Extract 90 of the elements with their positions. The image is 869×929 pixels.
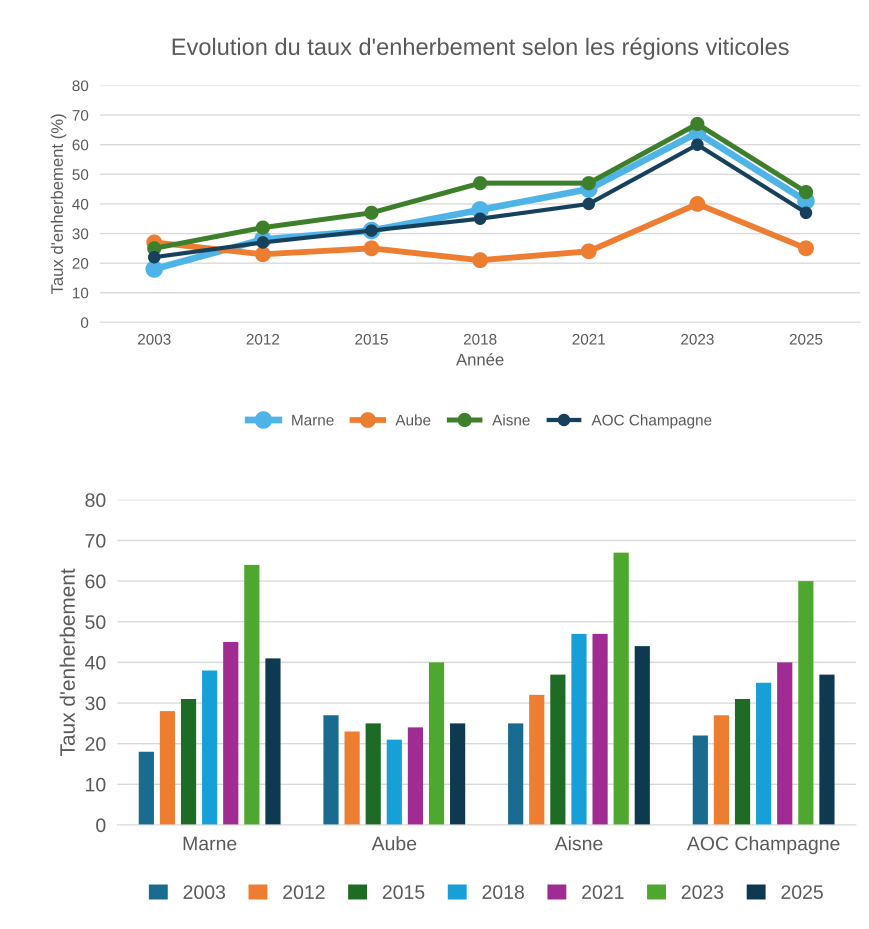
bar bbox=[202, 670, 218, 825]
y-tick-label: 0 bbox=[96, 818, 106, 832]
x-tick-label: 2021 bbox=[572, 334, 605, 345]
y-tick-label: 10 bbox=[86, 778, 106, 792]
bar bbox=[223, 642, 238, 825]
point bbox=[364, 206, 379, 220]
y-tick-label: 80 bbox=[72, 80, 88, 92]
bar bbox=[571, 634, 587, 825]
bar bbox=[529, 694, 544, 825]
x-tick-label: Marne bbox=[184, 836, 236, 850]
legend-label: 2018 bbox=[482, 885, 524, 900]
point bbox=[256, 220, 270, 235]
y-tick-label: 60 bbox=[72, 140, 88, 150]
point bbox=[474, 212, 486, 225]
bar bbox=[550, 674, 566, 825]
legend-label: 2012 bbox=[283, 885, 325, 900]
bar bbox=[366, 723, 381, 825]
bar bbox=[408, 727, 424, 825]
y-tick-label: 30 bbox=[85, 696, 106, 710]
y-tick-label: 40 bbox=[72, 198, 88, 210]
x-tick-label: 2025 bbox=[790, 334, 822, 345]
bar bbox=[386, 740, 402, 825]
y-tick-label: 10 bbox=[72, 288, 88, 298]
x-tick-label: 2018 bbox=[464, 334, 496, 345]
point bbox=[364, 240, 380, 256]
legend-label: 2023 bbox=[682, 885, 724, 900]
bar bbox=[180, 698, 196, 825]
y-tick-label: 80 bbox=[85, 493, 106, 508]
y-tick-label: 0 bbox=[80, 317, 88, 328]
point bbox=[689, 196, 706, 212]
x-tick-label: 2023 bbox=[681, 334, 714, 345]
point bbox=[798, 240, 814, 256]
bar bbox=[756, 682, 772, 825]
legend-label: Aisne bbox=[492, 414, 530, 426]
y-axis-title: Taux d'enherbement (%) bbox=[50, 114, 66, 294]
bar bbox=[244, 564, 260, 825]
point bbox=[691, 138, 704, 151]
legend-label: Marne bbox=[292, 414, 334, 426]
legend-label: 2003 bbox=[184, 885, 226, 900]
y-tick-label: 50 bbox=[72, 169, 88, 180]
bar bbox=[692, 736, 708, 825]
bar bbox=[323, 715, 339, 825]
bar bbox=[265, 658, 281, 825]
legend-label: AOC Champagne bbox=[592, 414, 712, 429]
y-tick-label: 60 bbox=[86, 574, 106, 588]
bar bbox=[714, 715, 730, 825]
bar bbox=[428, 662, 444, 825]
bar bbox=[819, 674, 835, 825]
x-tick-label: 2012 bbox=[246, 334, 280, 345]
y-tick-label: 40 bbox=[85, 656, 106, 670]
point bbox=[580, 243, 597, 260]
point bbox=[145, 260, 163, 278]
legend-label: 2021 bbox=[582, 885, 624, 900]
legend-label: 2025 bbox=[781, 885, 823, 900]
x-tick-label: Aube bbox=[372, 836, 416, 850]
y-tick-label: 20 bbox=[72, 258, 88, 269]
point bbox=[690, 116, 704, 132]
x-tick-label: 2015 bbox=[355, 334, 388, 345]
x-axis-title: Année bbox=[456, 353, 504, 366]
x-tick-label: 2003 bbox=[138, 334, 171, 345]
point bbox=[473, 176, 488, 190]
point bbox=[254, 246, 271, 262]
bar bbox=[777, 662, 792, 825]
bar bbox=[450, 723, 466, 825]
y-tick-label: 30 bbox=[72, 228, 88, 240]
point bbox=[582, 176, 596, 190]
bar bbox=[634, 646, 650, 825]
x-tick-label: Aisne bbox=[554, 836, 602, 850]
y-axis-title: Taux d'enherbement bbox=[60, 568, 75, 756]
legend-label: 2015 bbox=[382, 885, 424, 900]
y-tick-label: 70 bbox=[86, 534, 106, 548]
bar bbox=[614, 552, 629, 825]
chart-title: Evolution du taux d'enherbement selon les régions viticoles bbox=[172, 38, 789, 60]
point bbox=[582, 198, 595, 210]
bar bbox=[734, 698, 750, 825]
point bbox=[798, 184, 814, 200]
bar bbox=[160, 711, 176, 825]
bar bbox=[798, 581, 814, 825]
bar bbox=[138, 752, 154, 825]
point bbox=[800, 206, 812, 220]
bar bbox=[592, 634, 608, 825]
bar bbox=[344, 731, 360, 825]
y-tick-label: 20 bbox=[86, 737, 106, 751]
point bbox=[148, 250, 160, 264]
y-tick-label: 50 bbox=[85, 615, 106, 629]
x-tick-label: AOC Champagne bbox=[686, 836, 840, 854]
point bbox=[472, 252, 488, 268]
y-tick-label: 70 bbox=[72, 110, 88, 121]
legend-label: Aube bbox=[395, 414, 430, 426]
bar bbox=[508, 723, 524, 825]
